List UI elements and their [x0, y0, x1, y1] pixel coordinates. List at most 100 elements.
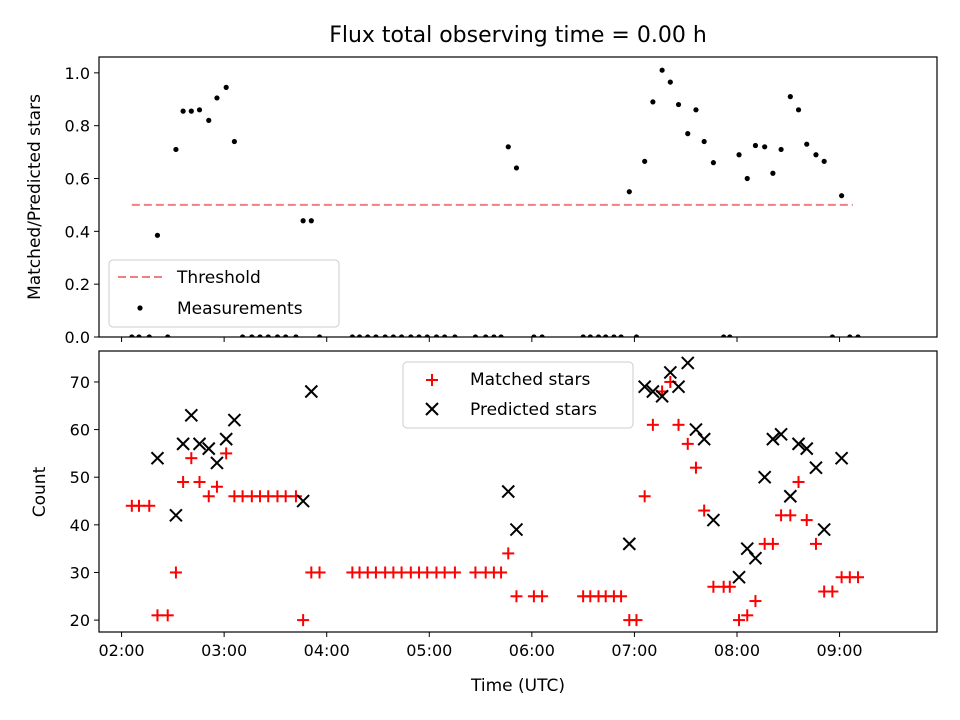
predicted-stars-point	[800, 441, 814, 456]
matched-stars-point	[177, 475, 190, 488]
measurement-point	[257, 334, 263, 337]
predicted-stars-point	[757, 470, 772, 484]
measurement-point	[356, 334, 363, 337]
predicted-stars-point	[774, 427, 788, 442]
measurement-point	[206, 117, 212, 123]
measurement-point	[239, 334, 246, 337]
bottom-y-tick-label: 70	[70, 373, 90, 392]
matched-stars-point	[698, 504, 711, 517]
matched-stars-point	[672, 418, 685, 431]
matched-stars-point	[681, 437, 694, 450]
measurement-point	[498, 334, 504, 337]
predicted-stars-point	[150, 451, 165, 465]
legend-predicted-swatch	[425, 402, 439, 416]
measurement-point	[685, 131, 691, 137]
x-tick-label: 03:00	[201, 641, 247, 660]
top-y-axis-label: Matched/Predicted stars	[25, 94, 45, 300]
legend-measurements-label: Measurements	[177, 299, 303, 319]
measurement-point	[173, 146, 179, 153]
measurement-point	[483, 334, 489, 337]
matched-stars-point	[852, 571, 865, 584]
x-tick-label: 08:00	[714, 641, 760, 660]
measurement-point	[736, 152, 742, 158]
measurement-point	[408, 334, 414, 337]
predicted-stars-point	[637, 380, 652, 394]
top-y-tick-label: 0.6	[65, 170, 90, 189]
bottom-y-tick-label: 60	[70, 421, 90, 440]
measurement-point	[180, 108, 186, 114]
predicted-stars-point	[783, 489, 798, 503]
bottom-axes-frame	[98, 350, 938, 633]
matched-stars-point	[185, 452, 198, 465]
top-y-tick-label: 1.0	[65, 64, 90, 83]
measurement-point	[778, 146, 784, 153]
measurement-point	[505, 144, 511, 150]
measurement-point	[274, 334, 281, 337]
bottom-legend-box	[402, 361, 634, 429]
top-legend-box	[108, 259, 340, 328]
measurement-point	[813, 152, 819, 158]
bottom-y-tick-label: 30	[70, 563, 90, 582]
measurement-point	[146, 334, 152, 337]
predicted-stars-point	[169, 508, 183, 523]
measurement-point	[618, 334, 624, 337]
matched-stars-point	[646, 418, 659, 431]
measurement-point	[762, 144, 768, 150]
measurement-point	[710, 160, 716, 166]
x-tick-label: 06:00	[509, 641, 555, 660]
predicted-stars-point	[646, 384, 660, 399]
measurement-point	[855, 334, 861, 337]
matched-stars-point	[193, 475, 206, 488]
matched-stars-point	[630, 614, 643, 627]
measurement-point	[300, 218, 306, 224]
matched-stars-point	[438, 566, 451, 579]
predicted-stars-point	[192, 437, 207, 451]
bottom-y-tick-label: 50	[70, 468, 90, 487]
matched-stars-point	[297, 614, 310, 627]
measurement-point	[693, 107, 699, 113]
measurement-point	[675, 101, 682, 108]
measurement-point	[650, 99, 656, 105]
matched-stars-point	[615, 590, 628, 603]
predicted-stars-point	[176, 437, 190, 451]
top-legend: Threshold Measurements	[108, 259, 340, 328]
bottom-plot-area	[125, 356, 865, 627]
matched-stars-point	[210, 480, 223, 493]
bottom-plot: 02:00 03:00 04:00 05:00 06:00 07:00 08:00 09:00…	[70, 350, 938, 660]
measurement-point	[214, 95, 220, 101]
measurement-point	[433, 334, 440, 337]
measurement-point	[580, 334, 586, 337]
measurement-point	[752, 142, 759, 149]
measurement-point	[642, 158, 648, 164]
predicted-stars-point	[817, 522, 831, 537]
matched-stars-point	[792, 475, 805, 488]
measurement-point	[795, 107, 802, 113]
measurement-point	[633, 334, 640, 337]
x-tick-label: 09:00	[817, 641, 863, 660]
matched-stars-point	[220, 447, 233, 460]
measurement-point	[390, 334, 396, 337]
predicted-stars-point	[766, 432, 780, 446]
matched-stars-point	[143, 499, 156, 512]
measurement-point	[847, 334, 853, 337]
measurement-point	[701, 138, 707, 145]
measurement-point	[373, 334, 379, 337]
measurement-point	[744, 175, 750, 182]
measurement-point	[283, 334, 289, 337]
measurement-point	[491, 334, 497, 337]
measurement-point	[595, 334, 602, 337]
predicted-stars-point	[509, 522, 524, 537]
matched-stars-point	[313, 566, 326, 579]
measurement-point	[587, 334, 593, 337]
measurement-point	[196, 107, 203, 113]
measurement-point	[293, 334, 299, 337]
matched-stars-point	[133, 499, 146, 512]
measurement-point	[531, 334, 537, 337]
predicted-stars-point	[202, 441, 216, 456]
top-plot: 0.0 0.2 0.4 0.6 0.8 1.0	[65, 56, 938, 347]
predicted-stars-point	[184, 408, 199, 423]
measurement-point	[513, 165, 520, 171]
predicted-stars-point	[748, 551, 763, 565]
measurement-point	[136, 334, 142, 337]
measurement-point	[365, 334, 371, 337]
